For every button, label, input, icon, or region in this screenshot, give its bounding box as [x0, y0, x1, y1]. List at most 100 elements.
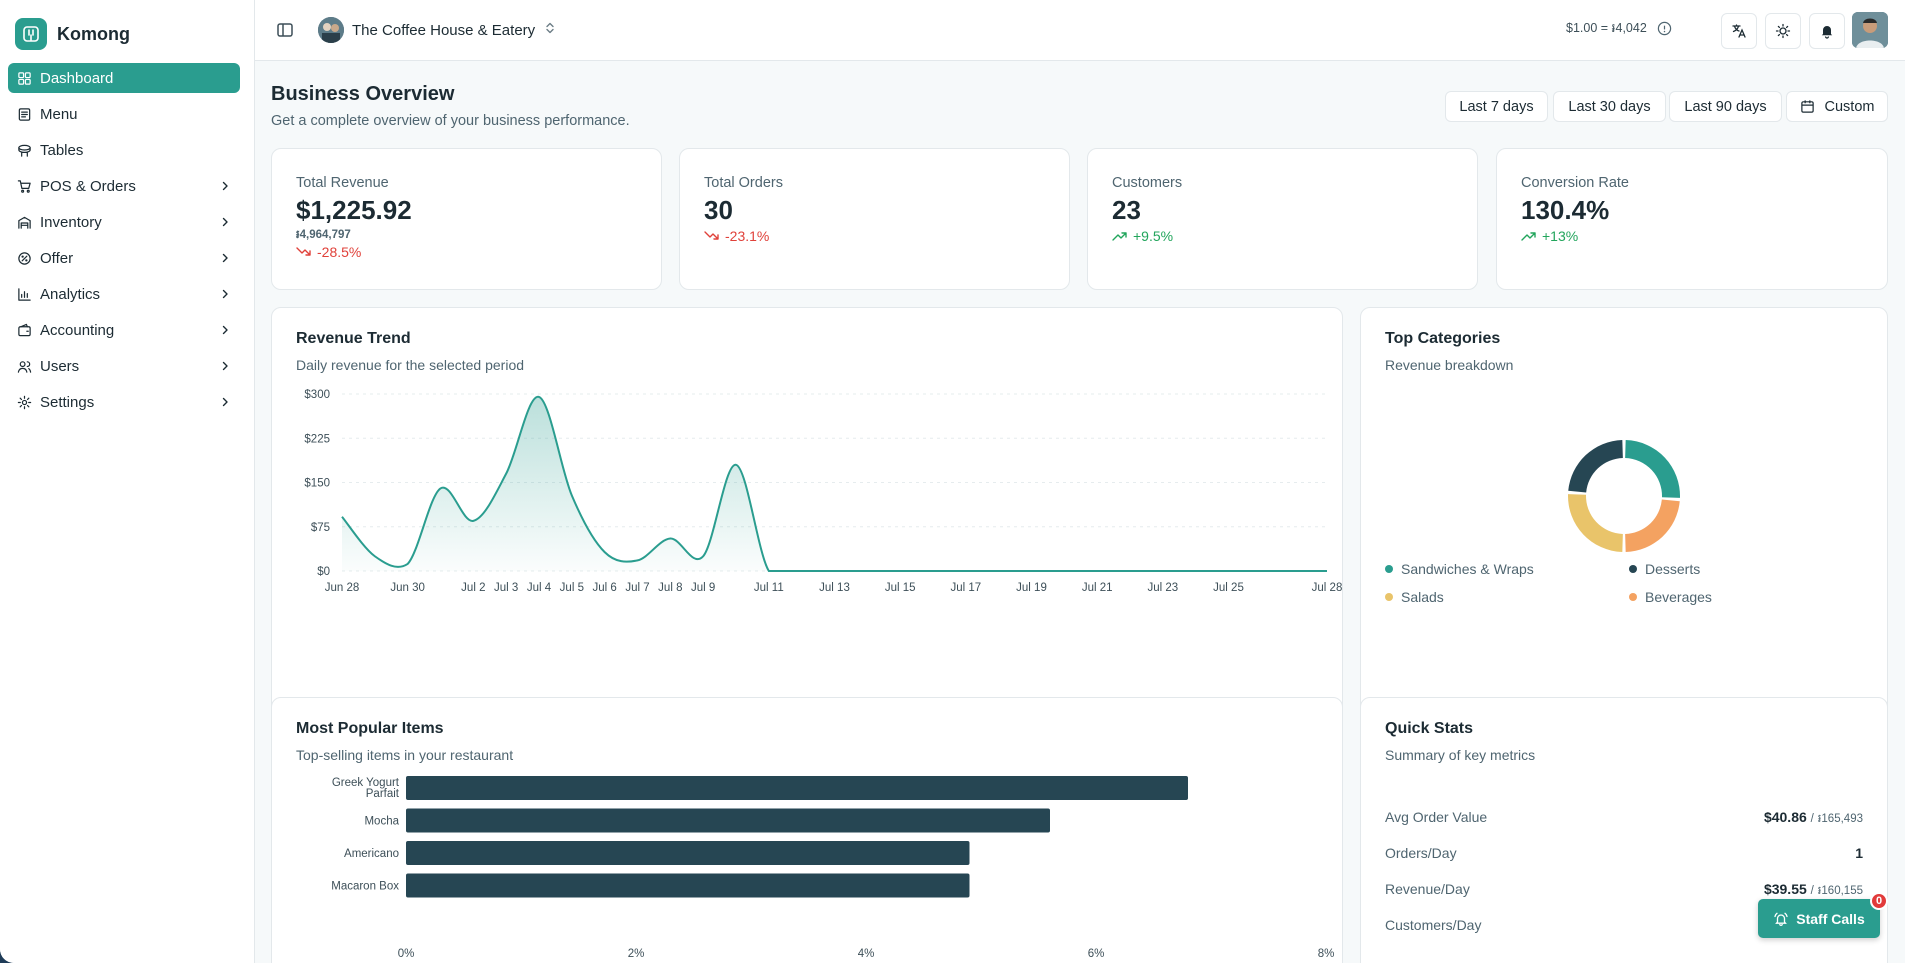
kpi-label: Total Orders	[704, 175, 783, 191]
chevron-right-icon	[218, 287, 232, 301]
info-icon[interactable]	[1657, 21, 1672, 39]
quick-stat-usd: $39.55	[1763, 881, 1807, 897]
card-title: Most Popular Items	[296, 720, 444, 737]
range-last-30-days-button[interactable]: Last 30 days	[1553, 91, 1666, 122]
sidebar-item-label: Analytics	[40, 285, 101, 303]
bar-item[interactable]	[406, 776, 1188, 800]
quick-stat-label: Avg Order Value	[1385, 809, 1488, 825]
donut-slice-sandwiches-wraps[interactable]	[1625, 440, 1680, 498]
sidebar-item-users[interactable]: Users	[8, 351, 240, 381]
legend-label: Salads	[1401, 589, 1444, 605]
bar-item[interactable]	[406, 808, 1050, 833]
sidebar-item-inventory[interactable]: Inventory	[8, 207, 240, 237]
sidebar-toggle-icon[interactable]	[275, 20, 295, 40]
x-tick-label: Jul 7	[625, 582, 649, 594]
x-tick-label: Jul 11	[754, 582, 784, 594]
dashboard-icon	[16, 70, 32, 86]
legend-label: Beverages	[1645, 589, 1712, 605]
kpi-change: -23.1%	[704, 228, 769, 244]
quick-stat-khr: ៛160,155	[1817, 885, 1863, 897]
x-tick-label: Jul 28	[1312, 582, 1342, 594]
sidebar-item-label: Settings	[40, 393, 95, 411]
legend-dot	[1385, 593, 1393, 601]
page-title: Business Overview	[271, 83, 455, 105]
staff-calls-button[interactable]: Staff Calls	[1758, 899, 1880, 938]
warehouse-icon	[16, 214, 32, 230]
x-tick-label: 2%	[628, 948, 645, 960]
sidebar-item-settings[interactable]: Settings	[8, 387, 240, 417]
range-last-7-days-button[interactable]: Last 7 days	[1445, 91, 1548, 122]
kpi-khr-value: ៛4,964,797	[296, 229, 351, 241]
sidebar-item-offer[interactable]: Offer	[8, 243, 240, 273]
staff-calls-count-badge: 0	[1870, 892, 1888, 910]
donut-slice-salads[interactable]	[1568, 494, 1623, 552]
x-tick-label: Jul 6	[593, 582, 617, 594]
sidebar-item-label: POS & Orders	[40, 177, 136, 195]
quick-stat-label: Customers/Day	[1385, 917, 1482, 933]
x-tick-label: Jul 23	[1147, 582, 1178, 594]
card-title: Quick Stats	[1385, 720, 1474, 737]
card-subtitle: Top-selling items in your restaurant	[296, 747, 514, 763]
sidebar-nav: Dashboard Menu Tables POS & Orders Inventory…	[8, 63, 240, 423]
bar-chart-icon	[16, 286, 32, 302]
legend-item: Sandwiches & Wraps	[1385, 561, 1534, 577]
sidebar-item-label: Users	[40, 357, 80, 375]
trend-up-icon	[1521, 232, 1536, 241]
calendar-icon	[1800, 100, 1814, 113]
cart-icon	[16, 178, 32, 194]
chevron-right-icon	[218, 215, 232, 229]
badge-percent-icon	[16, 250, 32, 266]
sidebar-item-tables[interactable]: Tables	[8, 135, 240, 165]
brand[interactable]: Komong	[15, 18, 130, 50]
sidebar-item-label: Offer	[40, 249, 74, 267]
notifications-button[interactable]	[1809, 13, 1845, 49]
brand-name: Komong	[57, 23, 130, 44]
sidebar-item-analytics[interactable]: Analytics	[8, 279, 240, 309]
sidebar-item-dashboard[interactable]: Dashboard	[8, 63, 240, 93]
sidebar-item-menu[interactable]: Menu	[8, 99, 240, 129]
sidebar-item-pos-orders[interactable]: POS & Orders	[8, 171, 240, 201]
quick-stat-value: $39.55 / ៛160,155	[1764, 881, 1863, 900]
card-subtitle: Revenue breakdown	[1385, 357, 1514, 373]
donut-slice-desserts[interactable]	[1568, 440, 1623, 493]
x-tick-label: Jul 4	[527, 582, 552, 594]
y-tick-label: $150	[304, 478, 330, 490]
bar-item[interactable]	[406, 873, 970, 898]
y-tick-label: $225	[304, 433, 330, 445]
kpi-value: 30	[704, 195, 733, 225]
translate-button[interactable]	[1721, 13, 1757, 49]
trend-down-icon	[296, 247, 311, 256]
y-tick-label: $0	[317, 566, 330, 578]
chevron-right-icon	[218, 395, 232, 409]
kpi-card-total-revenue: Total Revenue $1,225.92 ៛4,964,797 -28.5…	[271, 148, 662, 290]
store-switcher[interactable]: The Coffee House & Eatery	[318, 17, 557, 43]
page-subtitle: Get a complete overview of your business…	[271, 113, 630, 129]
theme-toggle-button[interactable]	[1765, 13, 1801, 49]
menu-book-icon	[16, 106, 32, 122]
kpi-label: Conversion Rate	[1521, 175, 1629, 191]
legend-item: Salads	[1385, 589, 1444, 605]
x-tick-label: Jul 17	[950, 582, 981, 594]
users-icon	[16, 358, 32, 374]
range-last-90-days-button[interactable]: Last 90 days	[1669, 91, 1782, 122]
range-label: Last 30 days	[1568, 98, 1651, 115]
sidebar-item-label: Menu	[40, 105, 78, 123]
x-tick-label: Jul 9	[691, 582, 715, 594]
quick-stat-orders-per-day: Orders/Day 1	[1385, 845, 1863, 861]
x-tick-label: Jun 28	[325, 582, 360, 594]
quick-stat-khr: ៛165,493	[1817, 813, 1863, 825]
kpi-value: 23	[1112, 195, 1141, 225]
range-custom-button[interactable]: Custom	[1786, 91, 1888, 122]
x-tick-label: Jul 5	[560, 582, 584, 594]
kpi-change-value: +13%	[1542, 228, 1579, 244]
x-tick-label: Jul 25	[1213, 582, 1244, 594]
kpi-card-customers: Customers 23 +9.5%	[1087, 148, 1478, 290]
x-tick-label: Jul 19	[1016, 582, 1047, 594]
bar-label: Parfait	[366, 788, 400, 800]
sidebar-item-accounting[interactable]: Accounting	[8, 315, 240, 345]
donut-slice-beverages[interactable]	[1625, 499, 1680, 552]
x-tick-label: 4%	[858, 948, 875, 960]
bar-item[interactable]	[406, 841, 970, 865]
x-tick-label: 6%	[1088, 948, 1105, 960]
user-avatar[interactable]	[1852, 12, 1888, 48]
